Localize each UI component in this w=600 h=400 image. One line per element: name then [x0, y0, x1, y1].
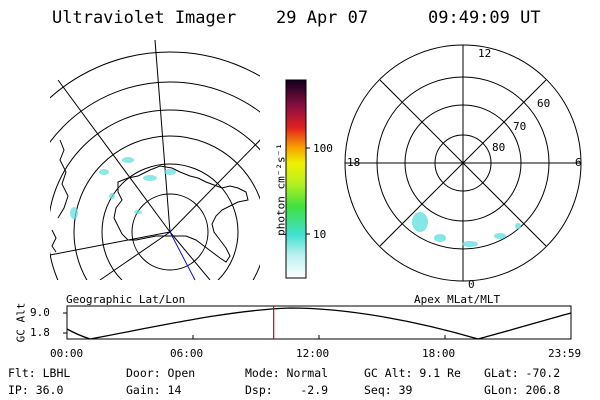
mlt-label-18: 18 — [347, 156, 361, 169]
time-tick-0600: 06:00 — [170, 347, 204, 360]
colorbar-tick-10: 10 — [313, 228, 327, 241]
time-tick-1800: 18:00 — [422, 347, 456, 360]
mlat-label-80: 80 — [492, 141, 506, 154]
sequence-value: Seq: 39 — [364, 383, 413, 397]
mode-value: Mode: Normal — [245, 366, 329, 380]
filter-value: Flt: LBHL — [8, 366, 71, 380]
left-map-label: Geographic Lat/Lon — [66, 293, 186, 306]
observation-date: 29 Apr 07 — [276, 8, 369, 28]
right-map-label: Apex MLat/MLT — [414, 293, 501, 306]
colorbar-scale — [285, 79, 307, 279]
instrument-title: Ultraviolet Imager — [52, 8, 237, 28]
colorbar-tick-100: 100 — [313, 142, 333, 155]
mlat-label-70: 70 — [513, 120, 527, 133]
glon-value: GLon: 206.8 — [484, 383, 561, 397]
altitude-ylabel: GC Alt — [14, 302, 28, 343]
alt-tick-1-8: 1.8 — [30, 326, 50, 339]
dsp-value: Dsp: -2.9 — [245, 383, 329, 397]
gain-value: Gain: 14 — [126, 383, 182, 397]
glat-value: GLat: -70.2 — [484, 366, 561, 380]
alt-tick-9: 9.0 — [30, 306, 50, 319]
ip-value: IP: 36.0 — [8, 383, 64, 397]
gc-alt-value: GC Alt: 9.1 Re — [364, 366, 461, 380]
time-tick-0000: 00:00 — [50, 347, 84, 360]
observation-time: 09:49:09 UT — [428, 8, 541, 28]
time-tick-1200: 12:00 — [296, 347, 330, 360]
mlt-label-6: 6 — [575, 156, 582, 169]
time-tick-2359: 23:59 — [548, 347, 582, 360]
altitude-curve — [66, 307, 572, 340]
mlt-label-0: 0 — [468, 278, 475, 291]
mlt-label-12: 12 — [478, 47, 492, 60]
door-value: Door: Open — [126, 366, 196, 380]
mlat-label-60: 60 — [537, 97, 551, 110]
